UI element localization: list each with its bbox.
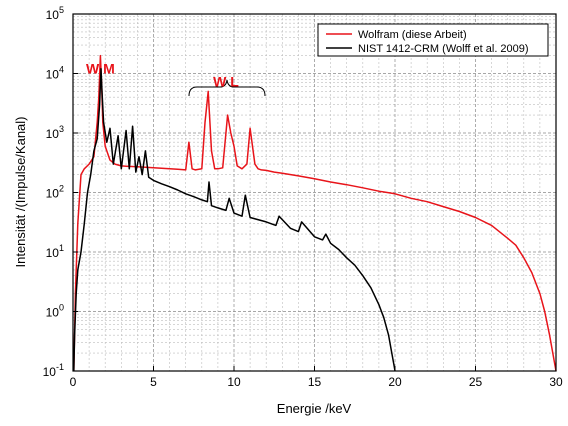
legend-entry: NIST 1412-CRM (Wolff et al. 2009) (358, 43, 529, 55)
y-axis-label: Intensität /(Impulse/Kanal) (13, 116, 28, 267)
x-tick-label: 30 (549, 375, 563, 389)
legend-entry: Wolfram (diese Arbeit) (358, 29, 467, 41)
annotation-label: W M (86, 61, 115, 77)
x-tick-label: 10 (227, 375, 241, 389)
grid-lines (72, 13, 557, 372)
series-line-0 (73, 54, 557, 372)
x-axis: 0 5 10 15 20 25 30 (70, 366, 563, 389)
x-tick-label: 5 (150, 375, 157, 389)
series-group (73, 54, 557, 372)
annotation-label: W L (213, 74, 239, 90)
annotations: W MW L (86, 61, 239, 90)
x-tick-label: 0 (70, 375, 77, 389)
w-l-bracket (188, 79, 266, 97)
x-axis-label: Energie /keV (277, 401, 352, 416)
x-tick-label: 25 (469, 375, 483, 389)
legend: Wolfram (diese Arbeit) NIST 1412-CRM (Wol… (317, 23, 549, 57)
x-tick-label: 20 (388, 375, 402, 389)
x-tick-label: 15 (308, 375, 322, 389)
series-line-1 (73, 68, 396, 372)
legend-box (317, 23, 549, 57)
